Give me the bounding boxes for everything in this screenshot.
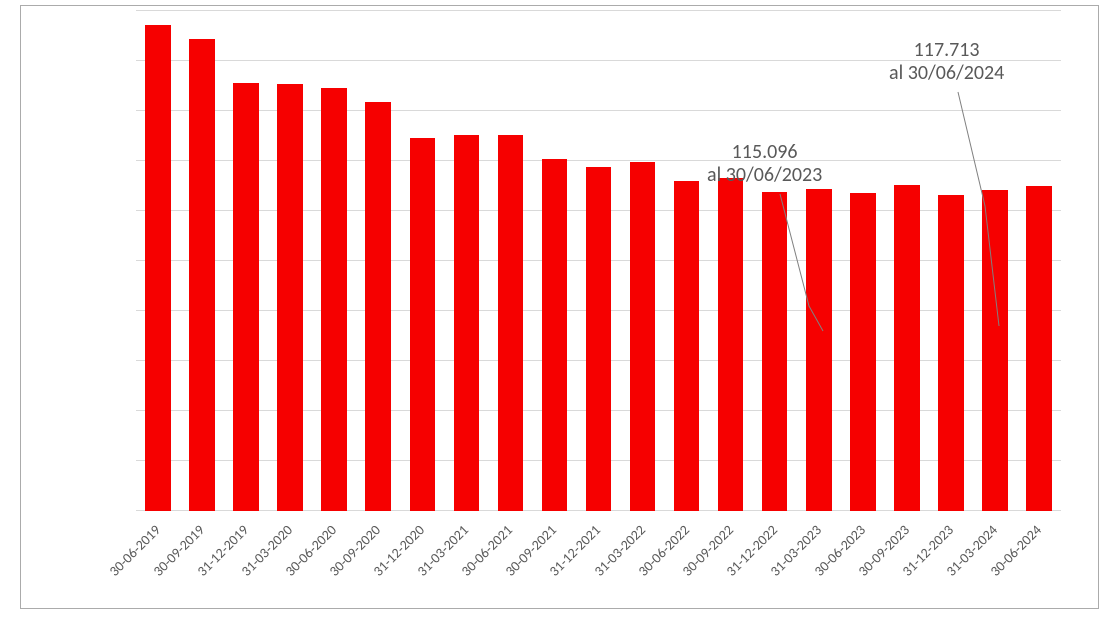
annotation-line: 117.713 xyxy=(889,39,1004,62)
callout-line xyxy=(958,92,999,326)
annotation-line: al 30/06/2024 xyxy=(889,62,1004,85)
callout-line xyxy=(780,194,823,331)
annotation-line: al 30/06/2023 xyxy=(707,164,822,187)
anno-2023: 115.096al 30/06/2023 xyxy=(707,141,822,187)
callout-lines xyxy=(21,6,1100,610)
chart-frame: 30-06-201930-09-201931-12-201931-03-2020… xyxy=(20,5,1099,609)
annotation-line: 115.096 xyxy=(707,141,822,164)
anno-2024: 117.713al 30/06/2024 xyxy=(889,39,1004,85)
